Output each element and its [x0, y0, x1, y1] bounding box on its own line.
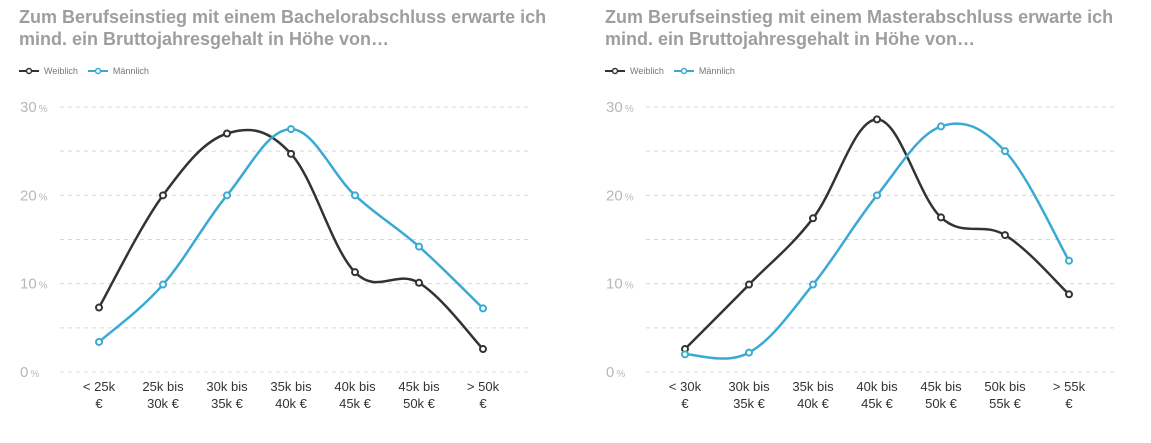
data-point-maennlich[interactable]: [745, 348, 753, 357]
chart-legend: Weiblich Männlich: [605, 66, 745, 76]
chart-panel-bachelor: Zum Berufseinstieg mit einem Bachelorabs…: [0, 0, 575, 443]
series-maennlich: [681, 122, 1073, 360]
x-tick-label: 45k bis 50k €: [398, 379, 440, 411]
data-point-maennlich[interactable]: [223, 191, 231, 200]
x-tick-label: > 55k €: [1053, 379, 1086, 411]
data-point-weiblich[interactable]: [351, 268, 359, 277]
x-tick-label: 35k bis 40k €: [270, 379, 312, 411]
x-tick-label: 30k bis 35k €: [206, 379, 248, 411]
legend-item-maennlich[interactable]: Männlich: [673, 66, 735, 76]
grid-lines: [646, 106, 1118, 373]
x-tick-label: 35k bis 40k €: [792, 379, 834, 411]
x-tick-label: < 30k €: [669, 379, 702, 411]
data-point-maennlich[interactable]: [1065, 256, 1073, 265]
data-point-maennlich[interactable]: [415, 242, 423, 251]
line-chart-bachelor: 0 % 10 % 20 % 30 % < 25k € 25k bis 30k € 30k bis 35k …: [20, 99, 532, 411]
data-point-weiblich[interactable]: [937, 213, 945, 222]
legend-item-weiblich[interactable]: Weiblich: [605, 66, 664, 76]
x-tick-label: 40k bis 45k €: [334, 379, 376, 411]
chart-panel-master: Zum Berufseinstieg mit einem Masterabsch…: [586, 0, 1151, 443]
chart-title: Zum Berufseinstieg mit einem Masterabsch…: [605, 7, 1114, 49]
series-line-weiblich: [684, 118, 1070, 350]
y-tick-label: 0%: [20, 364, 39, 381]
series-maennlich: [95, 125, 487, 346]
x-tick-label: 25k bis 30k €: [142, 379, 184, 411]
data-point-weiblich[interactable]: [223, 129, 231, 138]
legend-item-maennlich[interactable]: Männlich: [87, 66, 149, 76]
chart-title: Zum Berufseinstieg mit einem Bachelorabs…: [19, 7, 547, 49]
legend-swatch-maennlich: [87, 66, 108, 76]
data-point-maennlich[interactable]: [681, 350, 689, 359]
data-point-weiblich[interactable]: [95, 303, 103, 312]
series-weiblich: [681, 115, 1073, 354]
data-point-weiblich[interactable]: [159, 191, 167, 200]
data-point-maennlich[interactable]: [159, 280, 167, 289]
data-point-maennlich[interactable]: [1001, 147, 1009, 156]
x-tick-label: < 25k €: [83, 379, 116, 411]
legend-swatch-maennlich: [673, 66, 694, 76]
legend-label-maennlich: Männlich: [112, 66, 149, 76]
y-tick-label: 0%: [606, 364, 625, 381]
y-tick-label: 10%: [606, 276, 634, 293]
x-tick-label: 40k bis 45k €: [856, 379, 898, 411]
legend-swatch-weiblich: [19, 66, 39, 76]
x-tick-label: > 50k €: [467, 379, 500, 411]
data-point-maennlich[interactable]: [95, 337, 103, 346]
legend-label-weiblich: Weiblich: [630, 66, 664, 76]
y-tick-label: 20%: [20, 187, 48, 204]
data-point-weiblich[interactable]: [415, 278, 423, 287]
x-tick-label: 45k bis 50k €: [920, 379, 962, 411]
data-point-weiblich[interactable]: [873, 115, 881, 124]
x-tick-label: 30k bis 35k €: [728, 379, 770, 411]
data-point-weiblich[interactable]: [1001, 231, 1009, 240]
data-point-maennlich[interactable]: [479, 304, 487, 313]
y-tick-label: 30%: [606, 99, 634, 116]
series-line-maennlich: [98, 127, 484, 343]
data-point-weiblich[interactable]: [1065, 290, 1073, 299]
data-point-maennlich[interactable]: [287, 125, 295, 134]
legend-label-weiblich: Weiblich: [44, 66, 78, 76]
legend-item-weiblich[interactable]: Weiblich: [19, 66, 78, 76]
data-point-weiblich[interactable]: [479, 345, 487, 354]
y-tick-label: 10%: [20, 276, 48, 293]
y-tick-label: 30%: [20, 99, 48, 116]
y-tick-label: 20%: [606, 187, 634, 204]
data-point-weiblich[interactable]: [745, 280, 753, 289]
data-point-maennlich[interactable]: [351, 191, 359, 200]
line-chart-master: 0 % 10 % 20 % 30 % < 30k € 30k bis 35k € 35k bis 40k …: [606, 99, 1118, 411]
chart-legend: Weiblich Männlich: [19, 66, 159, 76]
data-point-weiblich[interactable]: [809, 214, 817, 223]
x-tick-label: 50k bis 55k €: [984, 379, 1026, 411]
data-point-maennlich[interactable]: [809, 280, 817, 289]
data-point-maennlich[interactable]: [873, 191, 881, 200]
series-line-maennlich: [684, 122, 1071, 360]
legend-swatch-weiblich: [605, 66, 625, 76]
grid-lines: [60, 106, 532, 373]
data-point-maennlich[interactable]: [937, 122, 945, 131]
series-weiblich: [95, 128, 487, 354]
data-point-weiblich[interactable]: [287, 149, 295, 158]
legend-label-maennlich: Männlich: [698, 66, 735, 76]
